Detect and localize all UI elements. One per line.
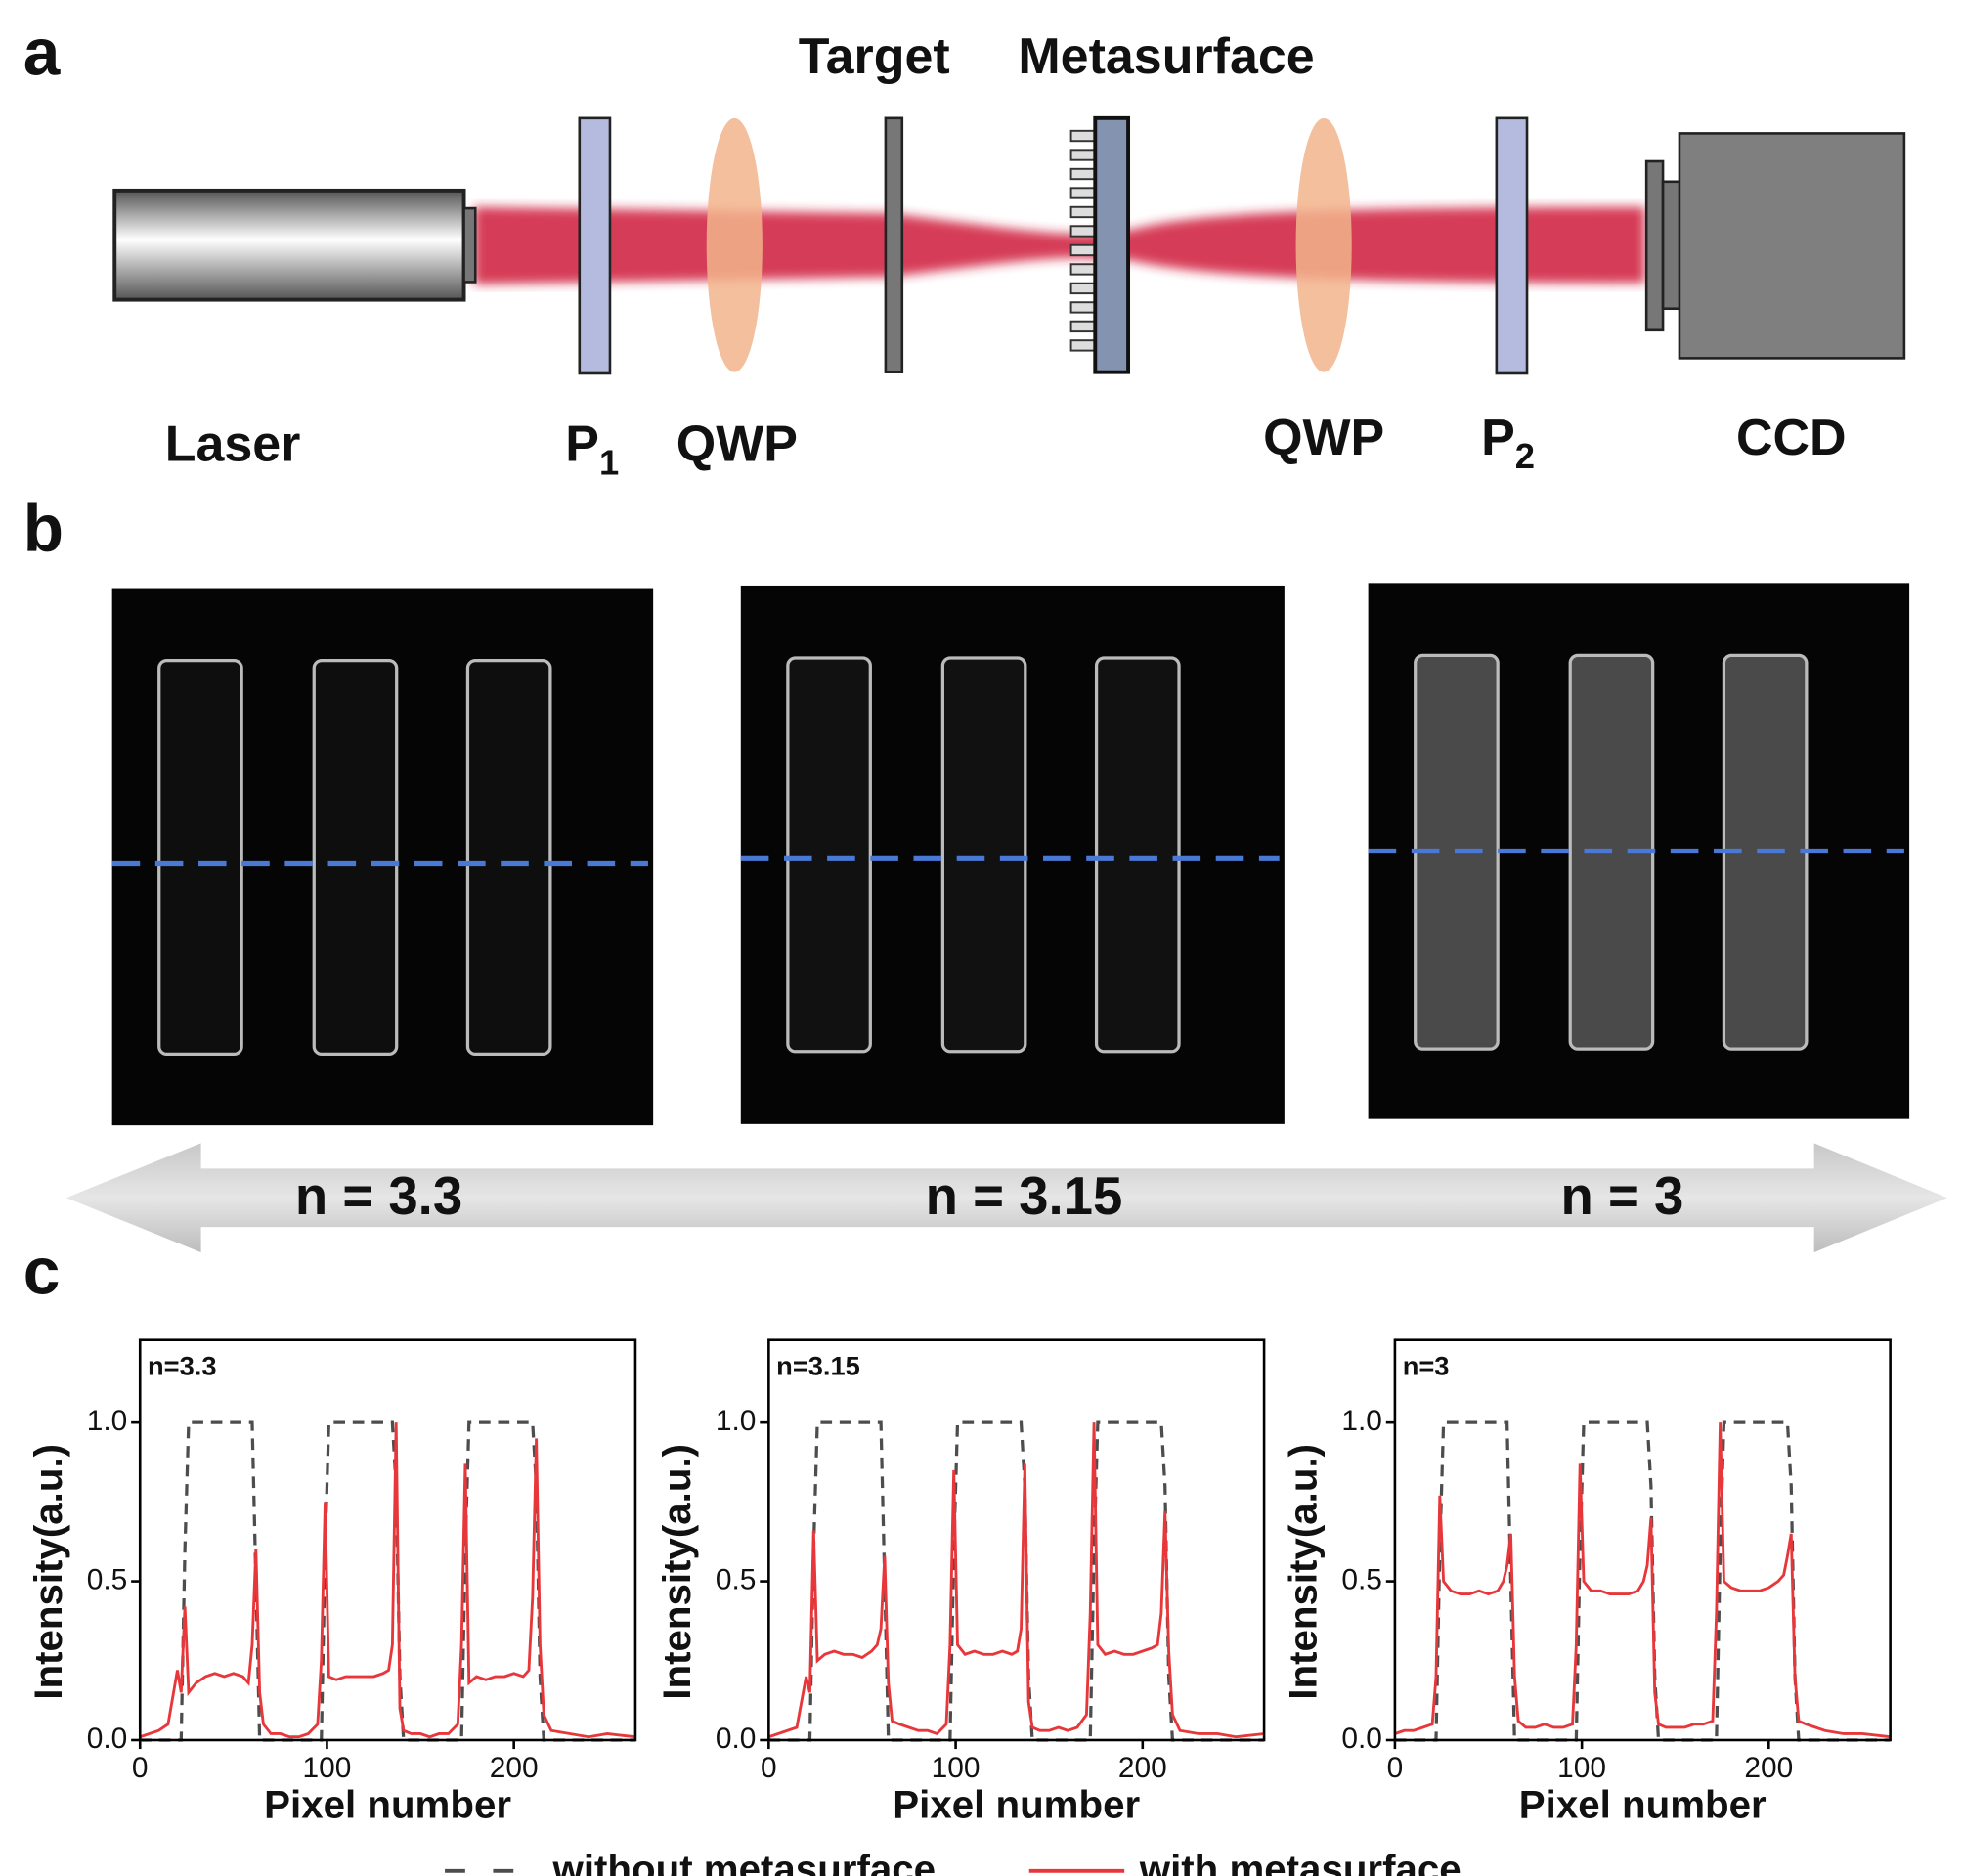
laser-aperture (462, 206, 477, 284)
polarizer (578, 116, 612, 375)
waveplate (1295, 117, 1352, 372)
series-line (140, 1420, 635, 1742)
y-tick-label: 0.5 (1341, 1563, 1382, 1595)
component-label: Target (799, 28, 950, 85)
image-background (111, 588, 654, 1126)
series-line (139, 1422, 636, 1739)
panel-label: c (23, 1236, 61, 1309)
line-chart: 0.0 0.5 1.0 0 100 200 n=3 Pixel number Intensity… (1282, 1338, 1892, 1826)
y-tick-label: 0.0 (716, 1723, 757, 1755)
y-tick-label: 1.0 (1341, 1405, 1382, 1437)
panel-label: a (23, 16, 61, 89)
legend: without metasurface with metasurface (445, 1848, 1461, 1876)
y-tick-label: 0.0 (87, 1723, 128, 1755)
x-tick-label: 0 (132, 1752, 149, 1784)
label-text: QWP (1263, 410, 1384, 466)
x-tick-label: 0 (1387, 1752, 1404, 1784)
ccd (1678, 132, 1906, 360)
y-tick-label: 0.5 (87, 1563, 128, 1595)
line-chart: 0.0 0.5 1.0 0 100 200 n=3.15 Pixel number Intens… (655, 1338, 1266, 1826)
legend-label: with metasurface (1139, 1848, 1461, 1876)
x-axis-label: Pixel number (893, 1782, 1140, 1826)
bar-image (940, 656, 1027, 1054)
component-label: Metasurface (1018, 28, 1314, 85)
target (884, 116, 904, 373)
polarizer (1495, 116, 1529, 375)
ccd-neck (1661, 180, 1682, 311)
component-label: QWP (676, 415, 798, 472)
annotation: n=3 (1403, 1351, 1450, 1381)
bar-image (157, 658, 243, 1057)
series-line (767, 1422, 1265, 1739)
label-subscript: 2 (1515, 436, 1535, 476)
legend-label: without metasurface (552, 1848, 937, 1876)
component-label: CCD (1736, 410, 1847, 466)
index-label: n = 3.15 (926, 1166, 1123, 1226)
plot-frame (1393, 1338, 1892, 1742)
x-tick-label: 100 (932, 1752, 981, 1784)
plot-frame (767, 1338, 1266, 1742)
x-tick-label: 200 (1118, 1752, 1167, 1784)
ccd-front (1644, 159, 1665, 332)
label-text: CCD (1736, 410, 1847, 466)
label-text: P (1481, 410, 1515, 466)
bar-image (1094, 656, 1181, 1054)
y-axis-label: Intensity(a.u.) (26, 1444, 70, 1700)
label-subscript: 1 (599, 442, 619, 482)
component-label: P1 (565, 415, 619, 482)
component-label: Laser (165, 415, 301, 472)
microscope-image (1368, 583, 1910, 1119)
label-text: P (565, 415, 599, 472)
series-line (768, 1420, 1265, 1742)
beam (473, 206, 1645, 285)
x-tick-label: 200 (490, 1752, 539, 1784)
component-label: QWP (1263, 410, 1384, 466)
index-label: n = 3.3 (295, 1166, 462, 1226)
image-background (740, 585, 1285, 1124)
laser (112, 188, 466, 302)
x-axis-label: Pixel number (1519, 1782, 1767, 1826)
line-chart: 0.0 0.5 1.0 0 100 200 n=3.3 Pixel number Intensi… (26, 1338, 637, 1826)
y-tick-label: 1.0 (87, 1405, 128, 1437)
annotation: n=3.15 (776, 1351, 860, 1381)
x-tick-label: 100 (1557, 1752, 1606, 1784)
label-text: Laser (165, 415, 301, 472)
annotation: n=3.3 (148, 1351, 216, 1381)
component-label: P2 (1481, 410, 1535, 476)
metasurface (1069, 115, 1131, 374)
y-axis-label: Intensity(a.u.) (1282, 1444, 1326, 1700)
plot-frame (138, 1338, 637, 1742)
index-arrow (65, 1143, 1948, 1253)
x-axis-label: Pixel number (264, 1782, 511, 1826)
x-tick-label: 0 (761, 1752, 777, 1784)
bar-image (312, 658, 399, 1057)
waveplate (706, 117, 763, 372)
x-tick-label: 200 (1744, 1752, 1793, 1784)
y-tick-label: 0.5 (716, 1563, 757, 1595)
series-line (1394, 1422, 1891, 1739)
bar-image (786, 656, 872, 1054)
index-label: n = 3 (1561, 1166, 1684, 1226)
series-line (1394, 1420, 1891, 1742)
microscope-image (111, 588, 654, 1126)
microscope-image (740, 585, 1285, 1124)
panel-label: b (23, 493, 64, 566)
y-tick-label: 1.0 (716, 1405, 757, 1437)
x-tick-label: 100 (303, 1752, 352, 1784)
y-tick-label: 0.0 (1341, 1723, 1382, 1755)
bar-image (465, 658, 552, 1057)
label-text: QWP (676, 415, 798, 472)
setup-diagram (112, 115, 1906, 375)
y-axis-label: Intensity(a.u.) (655, 1444, 699, 1700)
